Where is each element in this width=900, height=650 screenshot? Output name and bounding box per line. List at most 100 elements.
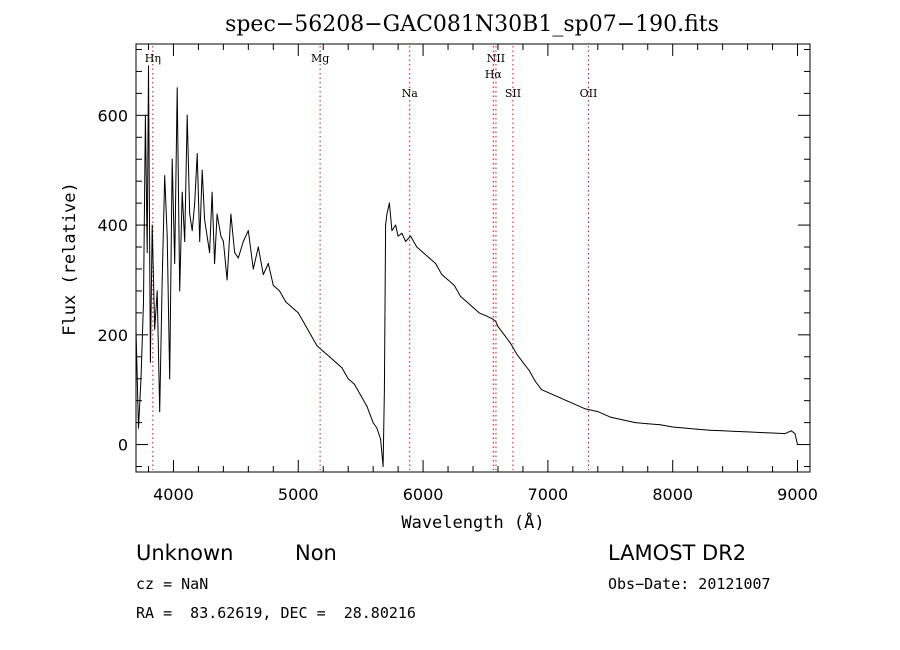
spectrum-point-0-66 [382, 466, 384, 467]
emission-line-label-4: Hα [485, 68, 503, 81]
spectrum-point-0-49 [285, 301, 287, 303]
axis-ticks: 4000 5000 6000 7000 8000 9000 0 200 400 600 [97, 44, 818, 504]
plot-frame [135, 43, 811, 473]
spectrum-point-0-2 [140, 378, 142, 380]
spectrum-point-0-63 [372, 422, 374, 424]
spectrum-point-0-55 [322, 350, 324, 352]
spectrum-point-0-70 [388, 202, 390, 204]
spectrum-point-0-117 [747, 431, 749, 433]
spectrum-point-0-61 [360, 394, 362, 396]
spectrum-point-0-68 [385, 224, 387, 226]
spectrum-point-0-33 [214, 263, 216, 264]
spectrum-point-0-40 [237, 257, 239, 259]
spectrum-point-0-60 [353, 383, 355, 385]
spectrum-point-0-78 [422, 252, 424, 253]
spectrum-point-0-98 [541, 389, 543, 391]
spectrum-point-0-79 [428, 257, 430, 259]
spectrum-point-0-25 [194, 202, 196, 204]
y-tick-label-1: 200 [97, 326, 128, 345]
emission-line-label-0: Hη [145, 52, 161, 65]
spectrum-point-0-73 [397, 235, 399, 237]
spectrum-point-0-107 [622, 419, 624, 421]
spectrum-point-0-54 [316, 345, 318, 347]
spectrum-point-0-23 [189, 213, 191, 215]
emission-line-label-6: OII [580, 87, 598, 100]
series-group [135, 65, 798, 467]
spectrum-point-0-119 [772, 432, 774, 434]
spectrum-point-0-50 [291, 306, 293, 308]
spectrum-point-0-58 [341, 367, 343, 369]
spectrum-point-0-77 [416, 246, 418, 248]
spectrum-point-0-110 [659, 424, 661, 426]
spectrum-point-0-123 [797, 444, 798, 446]
spectrum-point-0-94 [516, 353, 518, 355]
spectrum-point-0-51 [297, 312, 299, 314]
spectrum-point-0-4 [144, 114, 146, 116]
spectrum-point-0-21 [184, 241, 186, 242]
spectrum-point-0-93 [509, 342, 511, 344]
spectrum-point-0-5 [146, 252, 148, 253]
spectrum-point-0-99 [547, 391, 549, 393]
x-tick-label-3: 7000 [528, 485, 569, 504]
spectrum-point-0-112 [684, 427, 686, 429]
emission-line-label-3: NII [487, 52, 505, 65]
spectrum-point-0-44 [257, 246, 259, 248]
spectrum-point-0-101 [559, 397, 561, 399]
spectrum-point-0-29 [204, 219, 206, 221]
spectrum-point-0-116 [734, 430, 736, 432]
spectrum-point-0-80 [435, 263, 437, 264]
spectrum-point-0-30 [206, 235, 208, 237]
spectrum-point-0-106 [609, 416, 611, 418]
spectrum-point-0-12 [161, 279, 163, 281]
spectrum-point-0-76 [410, 235, 412, 237]
spectrum-point-0-105 [597, 411, 599, 413]
spectrum-point-0-9 [154, 328, 156, 330]
spectrum-point-0-35 [220, 235, 222, 237]
spectrum-point-0-86 [472, 306, 474, 308]
spectrum-point-0-8 [151, 224, 153, 226]
spectrum-point-0-89 [491, 317, 493, 319]
spectrum-point-0-65 [380, 438, 382, 440]
spectrum-point-0-26 [196, 153, 198, 155]
spectrum-point-0-16 [171, 158, 173, 160]
spectrum-point-0-47 [272, 284, 274, 286]
spectrum-point-0-121 [790, 430, 792, 432]
spectrum-point-0-83 [453, 284, 455, 286]
spectrum-point-0-42 [247, 230, 249, 232]
spectrum-point-0-57 [335, 361, 337, 363]
spectrum-point-0-7 [149, 361, 151, 363]
spectrum-point-0-28 [201, 169, 203, 171]
spectrum-point-0-114 [709, 429, 711, 431]
spectrum-point-0-52 [304, 323, 305, 325]
spectrum-point-0-95 [522, 361, 524, 363]
spectrum-point-0-74 [401, 232, 403, 234]
spectrum-point-0-14 [166, 235, 168, 237]
spectrum-point-0-102 [566, 400, 568, 402]
spectrum-point-0-53 [310, 334, 312, 336]
redshift-cz: cz = NaN [136, 575, 209, 593]
spectrum-point-0-67 [383, 389, 385, 391]
spectrum-point-0-24 [191, 230, 193, 232]
spectrum-point-0-100 [553, 394, 555, 396]
x-tick-label-0: 4000 [153, 485, 194, 504]
spectrum-point-0-111 [672, 426, 674, 428]
spectrum-point-0-109 [647, 423, 649, 425]
spectrum-point-0-59 [347, 378, 349, 380]
spectrum-point-0-15 [169, 378, 171, 380]
spectrum-point-0-31 [209, 252, 211, 253]
spectrum-point-0-82 [447, 279, 449, 281]
chart-title: spec−56208−GAC081N30B1_sp07−190.fits [225, 12, 719, 37]
x-tick-label-5: 9000 [777, 485, 818, 504]
emission-line-label-5: SII [505, 87, 521, 100]
spectrum-point-0-3 [143, 301, 144, 303]
spectrum-point-0-36 [222, 241, 224, 242]
spectrum-point-0-120 [784, 433, 786, 435]
y-tick-label-2: 400 [97, 216, 128, 235]
y-axis-label: Flux (relative) [60, 182, 80, 336]
spectrum-point-0-46 [267, 263, 269, 264]
spectrum-point-0-18 [176, 87, 178, 89]
spectrum-point-0-22 [186, 114, 188, 116]
spectrum-line-0 [135, 65, 798, 467]
x-tick-label-4: 8000 [652, 485, 693, 504]
